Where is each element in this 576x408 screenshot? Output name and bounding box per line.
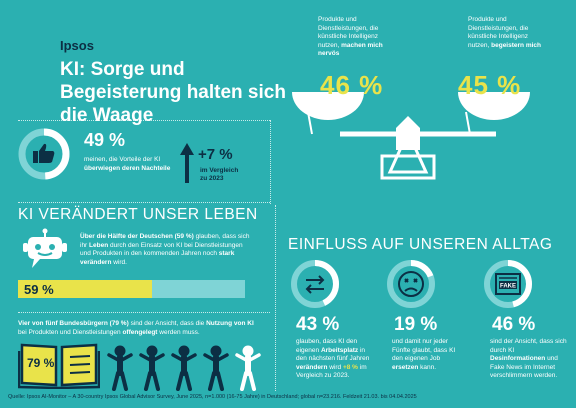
exchange-arrows-icon [305, 275, 325, 294]
page-title: KI: Sorge und Begeisterung halten sich d… [60, 59, 286, 126]
advantages-value: 49 % [84, 130, 126, 150]
person-icon [107, 345, 133, 391]
daily-ring-2 [387, 260, 435, 308]
section-daily-heading: EINFLUSS AUF UNSEREN ALLTAG [288, 236, 553, 253]
book-value: 79 % [27, 356, 55, 370]
section-life-heading: KI VERÄNDERT UNSER LEBEN [18, 206, 258, 223]
fake-label: FAKE [500, 284, 516, 290]
worried-face-icon [398, 271, 424, 297]
life-change-bar-fill [18, 280, 152, 298]
daily-text-1: glauben, dass KI den eigenen Arbeitsplat… [296, 338, 370, 379]
life-change-bar-value: 59 % [24, 282, 54, 297]
advantages-change-text: im Vergleich zu 2023 [200, 167, 239, 182]
divider [18, 120, 270, 121]
person-icon [203, 345, 229, 391]
divider [18, 202, 270, 203]
scale-right-caption: Produkte und Dienstleistungen, die künst… [468, 16, 541, 49]
people-icons [107, 345, 261, 391]
arrow-up-icon [180, 143, 194, 183]
brand-logo: Ipsos [60, 38, 94, 53]
robot-icon [23, 228, 67, 268]
daily-text-2: und damit nur jeder Fünfte glaubt, dass … [392, 338, 456, 371]
disclosure-text: Vier von fünf Bundesbürgern (79 %) sind … [18, 320, 254, 336]
divider [18, 312, 270, 313]
advantages-change: +7 % [198, 146, 233, 163]
daily-text-3: sind der Ansicht, dass sich durch KI Des… [490, 338, 567, 379]
daily-value-3: 46 % [492, 314, 536, 335]
fake-news-icon: FAKE [495, 273, 521, 295]
section-life-text: Über die Hälfte der Deutschen (59 %) gla… [80, 233, 250, 266]
advantages-text: meinen, die Vorteile der KI überwiegen d… [84, 156, 171, 172]
daily-ring-1 [291, 260, 339, 308]
thumbs-up-icon [33, 143, 55, 163]
person-icon [171, 345, 197, 391]
advantages-ring [18, 128, 70, 180]
book-icon [18, 343, 100, 389]
life-change-bar: 59 % [18, 280, 245, 298]
daily-ring-3: FAKE [484, 260, 532, 308]
scale-left-value: 46 % [320, 70, 384, 100]
person-icon-highlighted [235, 345, 261, 391]
daily-value-2: 19 % [394, 314, 438, 335]
person-icon [139, 345, 165, 391]
daily-value-1: 43 % [296, 314, 340, 335]
divider [275, 205, 276, 391]
scale-right-value: 45 % [458, 70, 522, 100]
footer-source: Quelle: Ipsos AI-Monitor – A 30-country … [8, 394, 417, 400]
scale-left-caption: Produkte und Dienstleistungen, die künst… [318, 16, 383, 57]
divider [270, 120, 271, 204]
balance-scale-icon [292, 92, 530, 180]
